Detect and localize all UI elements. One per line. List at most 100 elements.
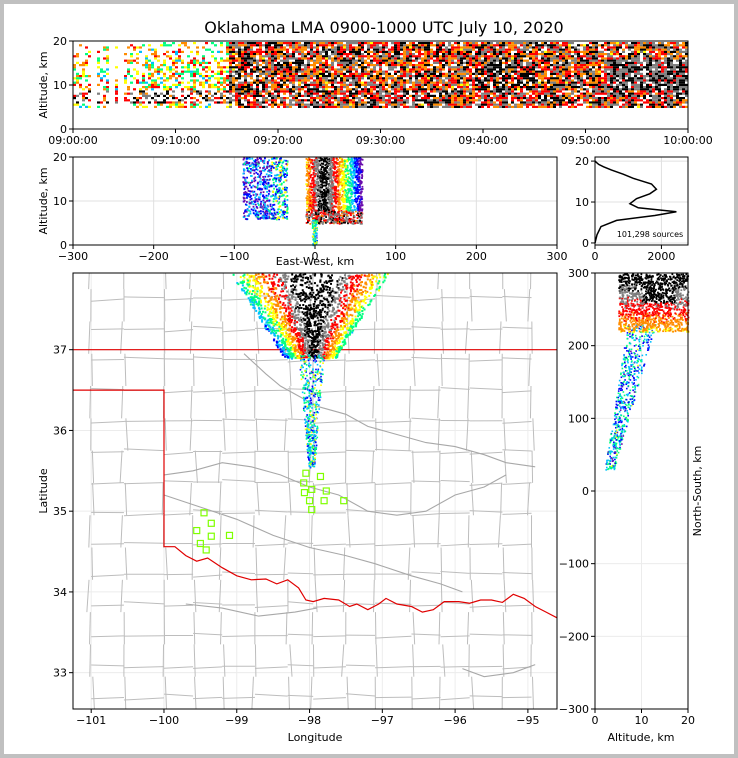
density-cell — [517, 46, 520, 49]
density-cell — [664, 55, 667, 58]
density-cell — [544, 50, 547, 53]
density-cell — [385, 46, 388, 49]
density-cell — [460, 99, 463, 102]
density-cell — [427, 101, 430, 104]
density-cell — [229, 70, 232, 73]
density-cell — [439, 66, 442, 69]
density-cell — [235, 90, 238, 93]
density-cell — [559, 79, 562, 82]
density-cell — [448, 99, 451, 102]
density-cell — [592, 101, 595, 104]
density-cell — [457, 103, 460, 106]
density-cell — [445, 92, 448, 95]
density-cell — [151, 61, 154, 64]
density-cell — [451, 68, 454, 71]
density-cell — [544, 68, 547, 71]
density-cell — [436, 99, 439, 102]
density-cell — [247, 214, 250, 217]
density-cell — [304, 44, 307, 47]
density-cell — [637, 77, 640, 80]
density-cell — [100, 70, 103, 73]
density-cell — [676, 101, 679, 104]
density-cell — [253, 66, 256, 69]
density-cell — [262, 176, 265, 178]
density-cell — [511, 42, 514, 45]
density-cell — [337, 97, 340, 100]
density-cell — [514, 53, 517, 56]
density-cell — [115, 86, 118, 89]
density-cell — [478, 83, 481, 86]
density-cell — [279, 166, 282, 169]
density-cell — [307, 88, 310, 91]
density-cell — [520, 88, 523, 91]
density-cell — [628, 77, 631, 80]
density-cell — [337, 92, 340, 95]
density-cell — [370, 79, 373, 82]
density-cell — [382, 77, 385, 80]
density-cell — [685, 68, 688, 71]
density-cell — [313, 42, 316, 45]
density-cell — [208, 90, 211, 93]
density-cell — [676, 90, 679, 93]
density-cell — [619, 92, 622, 95]
density-cell — [283, 176, 286, 178]
density-cell — [244, 57, 247, 60]
density-cell — [355, 101, 358, 104]
density-cell — [271, 68, 274, 71]
density-cell — [262, 79, 265, 82]
density-cell — [358, 55, 361, 58]
density-cell — [310, 94, 313, 97]
density-cell — [272, 215, 275, 218]
density-cell — [487, 83, 490, 86]
density-cell — [124, 92, 127, 95]
density-cell — [655, 99, 658, 102]
density-cell — [655, 72, 658, 75]
density-cell — [589, 68, 592, 71]
density-cell — [367, 64, 370, 67]
density-cell — [631, 66, 634, 69]
density-cell — [382, 83, 385, 86]
density-cell — [202, 68, 205, 71]
density-cell — [640, 105, 643, 108]
density-cell — [541, 42, 544, 45]
density-cell — [272, 181, 275, 184]
density-cell — [283, 101, 286, 104]
density-cell — [226, 50, 229, 53]
density-cell — [307, 44, 310, 47]
density-cell — [673, 99, 676, 102]
density-cell — [382, 86, 385, 89]
density-cell — [466, 88, 469, 91]
density-cell — [604, 105, 607, 108]
density-cell — [523, 75, 526, 78]
density-cell — [313, 103, 316, 106]
density-cell — [427, 81, 430, 84]
density-cell — [649, 86, 652, 89]
density-cell — [679, 61, 682, 64]
density-cell — [148, 72, 151, 75]
density-cell — [100, 101, 103, 104]
density-cell — [379, 90, 382, 93]
density-cell — [439, 99, 442, 102]
density-cell — [685, 101, 688, 104]
density-cell — [271, 66, 274, 69]
density-cell — [358, 59, 361, 62]
density-cell — [85, 97, 88, 100]
density-cell — [370, 70, 373, 73]
density-cell — [133, 59, 136, 62]
density-cell — [544, 83, 547, 86]
density-cell — [250, 53, 253, 56]
density-cell — [76, 53, 79, 56]
density-cell — [442, 68, 445, 71]
density-cell — [178, 55, 181, 58]
density-cell — [664, 59, 667, 62]
density-cell — [264, 157, 266, 160]
density-cell — [271, 86, 274, 89]
density-cell — [277, 86, 280, 89]
density-cell — [658, 55, 661, 58]
density-cell — [346, 97, 349, 100]
density-cell — [484, 99, 487, 102]
density-cell — [388, 50, 391, 53]
density-cell — [263, 178, 265, 181]
density-cell — [670, 105, 673, 108]
density-cell — [298, 79, 301, 82]
